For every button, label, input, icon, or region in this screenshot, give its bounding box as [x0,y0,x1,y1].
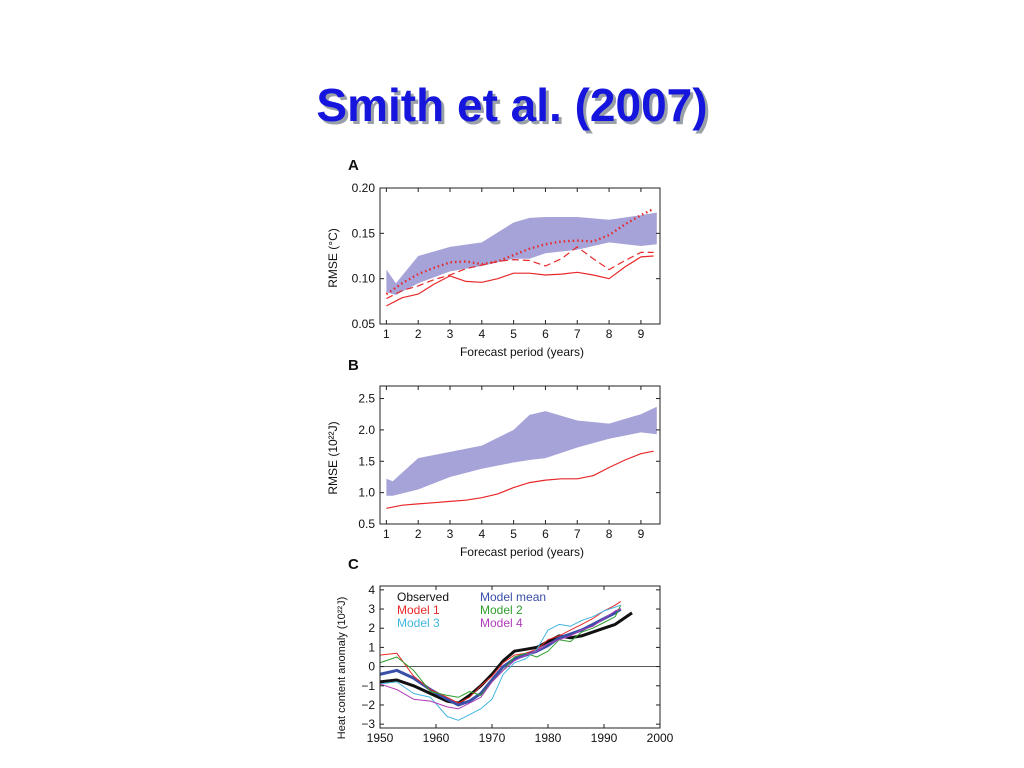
panel-c-xtick-label: 2000 [647,731,674,745]
panel-c-legend: Observed Model mean Model 1 Model 2 Model 3 M… [397,590,546,630]
panel-a-xtick-label: 7 [574,327,581,341]
panel-a-ytick-label: 0.15 [352,226,376,240]
panel-c-ytick-label: 1 [368,640,375,654]
panel-c-legend-item: Model 3 [397,616,440,630]
panel-c-series-model-4 [379,608,621,710]
panel-b-xtick-label: 2 [415,527,422,541]
panel-a-ytick-label: 0.20 [352,181,376,195]
panel-b-ytick-label: 2.5 [358,392,375,406]
panel-b-spread-band [386,406,657,496]
panel-a-xlabel: Forecast period (years) [460,345,584,359]
panel-a-xtick-label: 6 [542,327,549,341]
panel-b-series-solid [386,450,654,509]
panel-c-xtick-label: 1980 [535,731,562,745]
panel-a-ytick-label: 0.05 [352,317,376,331]
panel-c-ytick-label: −1 [361,679,375,693]
panel-c-legend-item: Model 4 [480,616,523,630]
panel-b-xtick-label: 4 [478,527,485,541]
panel-a-xtick-label: 8 [606,327,613,341]
panel-c-xtick-label: 1960 [423,731,450,745]
panel-a-ylabel: RMSE (°C) [326,228,340,287]
panel-a-letter: A [348,157,359,174]
panel-c-legend-item: Model 1 [397,603,440,617]
panel-c-xtick-label: 1990 [591,731,618,745]
panel-c-ytick-label: 0 [368,660,375,674]
panel-c-ytick-label: 4 [368,583,375,597]
slide-title: Smith et al. (2007) [316,79,708,131]
panel-c-series-observed [379,611,633,705]
panel-a-xtick-label: 1 [383,327,390,341]
panel-c-series-model-3 [379,604,621,721]
panel-c-ytick-label: −3 [361,717,375,731]
panel-b-xtick-label: 3 [447,527,454,541]
panel-c-letter: C [348,556,359,573]
panel-b-ytick-label: 2.0 [358,423,375,437]
panel-c-series-model-2 [379,604,622,698]
panel-b-xtick-label: 9 [638,527,645,541]
panel-c-frame [379,585,661,729]
panel-c-ytick-label: −2 [361,698,375,712]
panel-b-letter: B [348,357,359,374]
panel-c-xtick-label: 1970 [479,731,506,745]
panel-a-xtick-label: 3 [447,327,454,341]
panel-b-ytick-label: 0.5 [358,517,375,531]
panel-a-spread-band [386,212,657,295]
panel-b-ytick-label: 1.5 [358,454,375,468]
panel-a-series-dotted [385,207,655,296]
panel-c-xtick-label: 1950 [367,731,394,745]
panel-c-legend-item: Model 2 [480,603,523,617]
panel-a-xtick-label: 4 [478,327,485,341]
panel-a-xtick-label: 5 [510,327,517,341]
panel-b-xtick-label: 8 [606,527,613,541]
panel-b-frame [379,385,661,525]
panel-a-series-dashed [386,246,654,300]
panel-a-frame [379,187,661,325]
panel-b-xlabel: Forecast period (years) [460,545,584,559]
figure: A 1 2 3 4 5 6 7 8 9 0.05 0.10 0.15 0.20 RMSE (°C) Fo… [326,157,674,745]
panel-c-series-model-1 [379,600,622,704]
panel-c-ylabel: Heat content anomaly (10²²J) [336,597,348,739]
panel-c-legend-item: Observed [397,590,449,604]
panel-a: 1 2 3 4 5 6 7 8 9 0.05 0.10 0.15 0.20 [352,181,661,341]
panel-a-xtick-label: 2 [415,327,422,341]
panel-b-xtick-label: 7 [574,527,581,541]
panel-c-ytick-label: 2 [368,621,375,635]
panel-b-xtick-label: 6 [542,527,549,541]
panel-b-xtick-label: 1 [383,527,390,541]
panel-c: 1950 1960 1970 1980 1990 2000 4 3 2 1 0 −1 −2 −3 Obser… [361,583,673,745]
panel-a-series-solid [386,255,654,307]
panel-b-ytick-label: 1.0 [358,486,375,500]
panel-c-ytick-label: 3 [368,602,375,616]
panel-a-xtick-label: 9 [638,327,645,341]
panel-b-xtick-label: 5 [510,527,517,541]
panel-c-legend-item: Model mean [480,590,546,604]
panel-b-ylabel: RMSE (10²²J) [326,421,340,494]
panel-a-ytick-label: 0.10 [352,272,376,286]
panel-b: 1 2 3 4 5 6 7 8 9 0.5 1.0 1.5 2.0 2.5 [358,385,661,541]
